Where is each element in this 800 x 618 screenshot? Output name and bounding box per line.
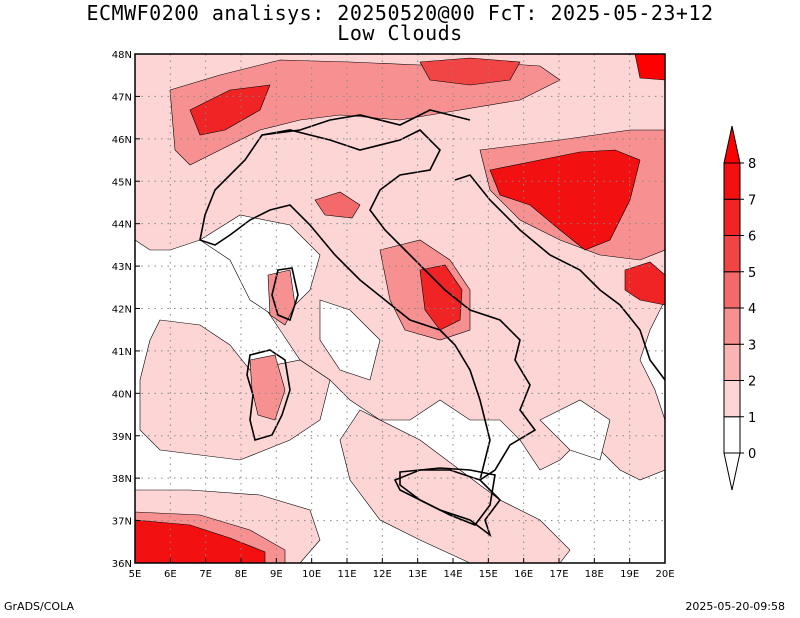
colorbar-segment [723,307,741,345]
lon-tick-label: 15E [479,569,498,580]
colorbar-label: 8 [748,157,756,172]
coastline-borders [199,109,665,538]
colorbar-top-arrow [723,125,741,164]
sicily-coastline [399,467,496,526]
footer-credit: GrADS/COLA [4,600,74,613]
lon-tick-label: 6E [164,569,177,580]
lat-tick-label: 46N [112,135,132,146]
cloud-field-level5-po-valley [314,191,361,219]
lon-tick-label: 7E [199,569,212,580]
colorbar-bottom-arrow [723,452,741,491]
colorbar-segment [723,198,741,236]
cloud-field-level8-corner [634,54,665,81]
lat-tick-label: 44N [112,220,132,231]
lon-tick-label: 12E [373,569,392,580]
colorbar-label: 2 [748,375,756,390]
lon-tick-label: 14E [443,569,462,580]
lat-tick-label: 47N [112,92,132,103]
colorbar-label: 5 [748,266,756,281]
colorbar-segment [723,380,741,418]
map-canvas: 5E 6E 7E 8E 9E 10E 11E 12E 13E 14E 15E 16E 17E 18E 19E… [112,50,757,580]
alpine-border [261,109,471,136]
lon-tick-label: 11E [337,569,356,580]
lat-tick-label: 45N [112,177,132,188]
cloud-field-level1-sardinia [139,319,331,461]
chart-title: ECMWF0200 analisys: 20250520@00 FcT: 202… [86,1,714,25]
chart-subtitle: Low Clouds [337,21,463,45]
colorbar-segment [723,271,741,309]
lat-tick-label: 39N [112,432,132,443]
colorbar-segment [723,162,741,200]
lon-tick-label: 17E [549,569,568,580]
lat-tick-label: 38N [112,474,132,485]
lon-tick-label: 18E [585,569,604,580]
cloud-field-level7-alps-west [189,84,271,136]
cloud-field-level7-north-africa [135,519,266,563]
balkan-coastline [454,174,665,381]
colorbar: 0 1 2 3 4 5 6 7 8 [723,125,756,491]
lon-tick-label: 19E [620,569,639,580]
colorbar-label: 3 [748,338,756,353]
lon-tick-label: 13E [408,569,427,580]
lon-tick-label: 20E [655,569,674,580]
lat-axis-labels: 36N 37N 38N 39N 40N 41N 42N 43N 44N 45N 46N 47N 48N [112,50,132,570]
colorbar-label: 6 [748,230,756,245]
lat-tick-label: 36N [112,559,132,570]
cloud-field-level7-balkans [489,149,641,251]
colorbar-label: 4 [748,302,756,317]
lon-tick-label: 16E [514,569,533,580]
clear-area-tyrrhenian [319,299,381,381]
lon-tick-label: 9E [270,569,283,580]
colorbar-label: 0 [748,447,756,462]
colorbar-segment [723,235,741,273]
cloud-field-level7-abruzzo [419,264,463,331]
colorbar-segment [723,343,741,381]
map-frame [134,53,666,564]
lat-tick-label: 41N [112,347,132,358]
lat-tick-label: 37N [112,517,132,528]
lat-tick-label: 43N [112,262,132,273]
colorbar-label: 7 [748,193,756,208]
footer-timestamp: 2025-05-20-09:58 [685,600,785,613]
lat-tick-label: 48N [112,50,132,61]
lon-axis-labels: 5E 6E 7E 8E 9E 10E 11E 12E 13E 14E 15E 16E 17E 18E 19E… [129,569,675,580]
lat-tick-label: 40N [112,389,132,400]
lon-tick-label: 8E [235,569,248,580]
colorbar-segment [723,416,741,454]
sardinia-coastline [246,349,291,442]
grid-lines [134,53,666,564]
cloud-field-level7-albania [624,261,665,306]
lon-tick-label: 10E [302,569,321,580]
italy-coastline [199,129,537,538]
clear-area-ionian [539,399,611,461]
lon-tick-label: 5E [129,569,142,580]
colorbar-label: 1 [748,411,756,426]
cloud-fields [135,54,665,563]
corsica-coastline [271,267,299,322]
lat-tick-label: 42N [112,305,132,316]
cloud-field-level7-alps-east [419,57,521,86]
